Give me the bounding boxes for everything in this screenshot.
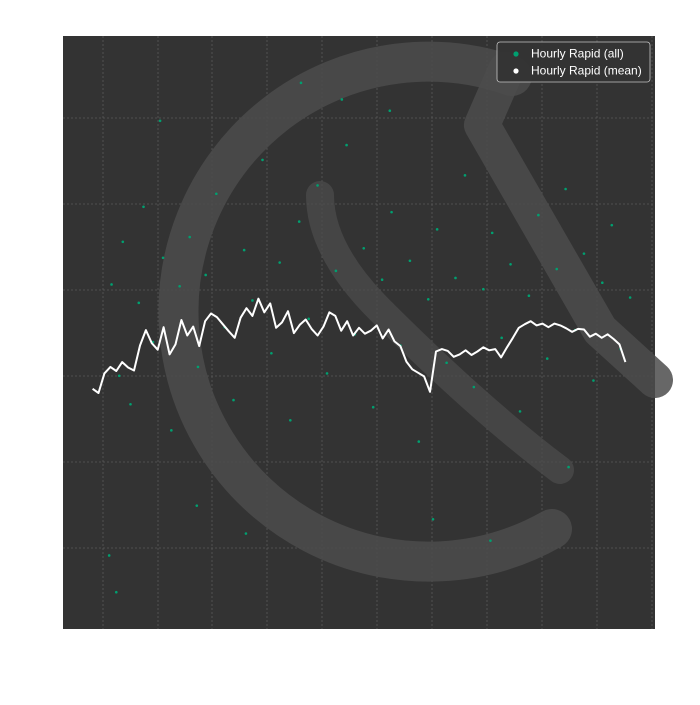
scatter-point-26 <box>334 269 338 273</box>
scatter-point-5 <box>142 205 145 209</box>
scatter-point-54 <box>592 379 595 382</box>
scatter-point-9 <box>178 284 181 288</box>
scatter-point-3 <box>129 402 132 406</box>
scatter-point-40 <box>463 174 467 177</box>
scatter-point-23 <box>307 317 310 321</box>
scatter-point-7 <box>161 256 165 260</box>
scatter-point-37 <box>435 228 439 231</box>
scatter-point-21 <box>289 418 292 422</box>
scatter-point-50 <box>555 267 559 271</box>
legend: Hourly Rapid (all) Hourly Rapid (mean) <box>496 41 651 83</box>
legend-box <box>496 41 651 83</box>
scatter-point-66 <box>195 504 199 507</box>
scatter-point-13 <box>215 192 218 196</box>
scatter-point-38 <box>445 361 448 365</box>
scatter-point-64 <box>431 517 435 521</box>
scatter-point-56 <box>610 223 614 227</box>
scatter-point-46 <box>518 410 522 413</box>
scatter-point-59 <box>114 590 118 594</box>
scatter-point-8 <box>170 429 173 432</box>
scatter-point-27 <box>345 143 348 147</box>
scatter-point-16 <box>242 248 246 252</box>
scatter-point-63 <box>340 98 344 101</box>
scatter-point-39 <box>454 276 457 280</box>
scatter-point-47 <box>527 294 531 298</box>
scatter-point-10 <box>188 235 191 239</box>
scatter-point-29 <box>362 246 366 250</box>
scatter-point-53 <box>582 252 586 255</box>
scatter-point-69 <box>244 532 248 535</box>
mean-line-series <box>92 297 627 394</box>
scatter-point-12 <box>204 273 207 277</box>
scatter-point-51 <box>564 187 567 191</box>
scatter-point-4 <box>137 301 141 305</box>
scatter-point-48 <box>537 213 540 217</box>
scatter-point-68 <box>567 465 570 469</box>
scatter-point-20 <box>278 261 281 264</box>
scatter-point-35 <box>417 440 421 443</box>
scatter-point-30 <box>371 405 375 409</box>
scatter-point-18 <box>261 158 264 162</box>
legend-marker-mean <box>513 68 519 74</box>
watermark-logo <box>158 41 673 582</box>
scatter-series <box>107 81 632 594</box>
scatter-point-17 <box>251 299 254 302</box>
scatter-point-41 <box>472 385 476 389</box>
scatter-point-1 <box>117 374 121 378</box>
scatter-point-60 <box>107 554 111 557</box>
scatter-point-19 <box>270 351 273 355</box>
scatter-point-36 <box>426 297 430 301</box>
scatter-point-34 <box>408 259 412 263</box>
legend-label-mean: Hourly Rapid (mean) <box>531 64 642 78</box>
legend-marker-all <box>513 51 519 57</box>
scatter-point-15 <box>232 398 235 402</box>
scatter-point-24 <box>316 184 319 187</box>
scatter-point-25 <box>325 372 329 375</box>
scatter-point-0 <box>110 283 113 286</box>
scatter-point-61 <box>158 119 162 123</box>
scatter-point-11 <box>196 365 200 369</box>
scatter-point-22 <box>297 220 301 223</box>
scatter-point-45 <box>509 263 512 266</box>
scatter-point-67 <box>388 109 392 113</box>
scatter-point-32 <box>390 210 393 214</box>
scatter-point-58 <box>628 296 632 299</box>
scatter-point-65 <box>489 539 492 542</box>
scatter-point-43 <box>490 231 494 235</box>
scatter-point-62 <box>299 81 303 85</box>
scatter-point-44 <box>500 336 503 340</box>
scatter-point-31 <box>380 278 384 282</box>
scatter-point-55 <box>601 281 604 284</box>
scatter-point-49 <box>545 357 549 360</box>
scatter-point-42 <box>482 287 485 291</box>
scatter-point-2 <box>121 240 125 244</box>
mean-line <box>92 297 627 394</box>
plot-area <box>63 36 673 629</box>
legend-label-all: Hourly Rapid (all) <box>531 47 624 61</box>
